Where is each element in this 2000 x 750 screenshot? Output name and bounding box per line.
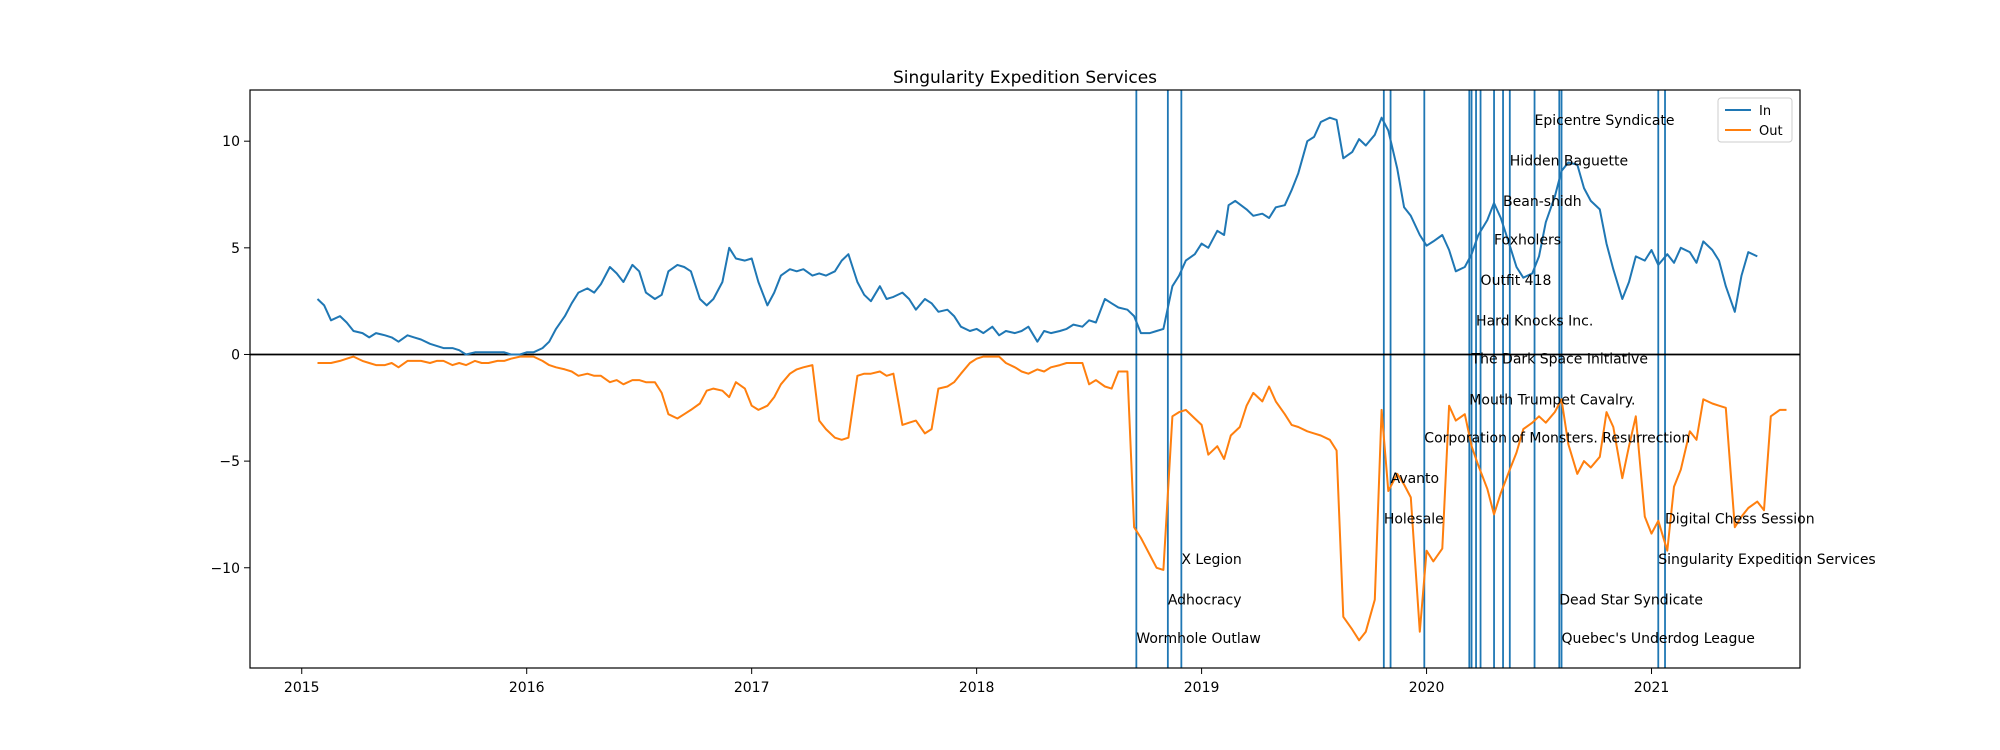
event-label: Quebec's Underdog League [1562, 631, 1755, 647]
event-label: X Legion [1181, 552, 1241, 568]
event-label: Dead Star Syndicate [1559, 593, 1703, 609]
event-lines [1135, 90, 1666, 668]
x-tick-label: 2020 [1409, 680, 1445, 696]
series-lines [316, 116, 1787, 642]
plot-frame [249, 89, 1801, 669]
event-label: Epicentre Syndicate [1535, 113, 1675, 129]
legend-label: Out [1759, 124, 1783, 139]
event-label: Bean-shidh [1503, 194, 1582, 210]
y-tick-label: 0 [231, 347, 240, 363]
x-tick-label: 2018 [959, 680, 995, 696]
x-tick-label: 2016 [509, 680, 545, 696]
event-label: Hidden Baguette [1510, 153, 1628, 169]
event-label: Foxholers [1494, 232, 1561, 248]
event-label: Corporation of Monsters. Resurrection [1424, 431, 1690, 447]
y-axis: −10 −5 0 5 10 [210, 134, 250, 577]
event-label: The Dark Space Initiative [1471, 352, 1648, 368]
x-tick-label: 2021 [1634, 680, 1670, 696]
x-tick-label: 2017 [734, 680, 770, 696]
series-line-out [317, 355, 1787, 642]
event-labels: Wormhole Outlaw Adhocracy X Legion Holesale… [1136, 113, 1875, 647]
event-label: Mouth Trumpet Cavalry. [1469, 392, 1635, 408]
event-label: Avanto [1391, 471, 1440, 487]
chart-title: Singularity Expedition Services [893, 68, 1157, 88]
event-label: Singularity Expedition Services [1658, 552, 1875, 568]
event-label: Wormhole Outlaw [1136, 631, 1260, 647]
legend: In Out [1717, 97, 1793, 143]
x-axis: 2015 2016 2017 2018 2019 2020 2021 [284, 668, 1669, 696]
x-tick-label: 2015 [284, 680, 320, 696]
y-tick-label: 10 [222, 134, 240, 150]
event-label: Digital Chess Session [1665, 512, 1815, 528]
y-tick-label: −10 [210, 561, 240, 577]
event-label: Adhocracy [1168, 593, 1242, 609]
y-tick-label: 5 [231, 241, 240, 257]
y-tick-label: −5 [219, 454, 240, 470]
series-line-in [316, 116, 1758, 356]
event-label: Hard Knocks Inc. [1476, 313, 1593, 329]
event-label: Holesale [1384, 512, 1444, 528]
x-tick-label: 2019 [1184, 680, 1220, 696]
legend-label: In [1759, 104, 1771, 119]
event-label: Outfit 418 [1481, 273, 1552, 289]
